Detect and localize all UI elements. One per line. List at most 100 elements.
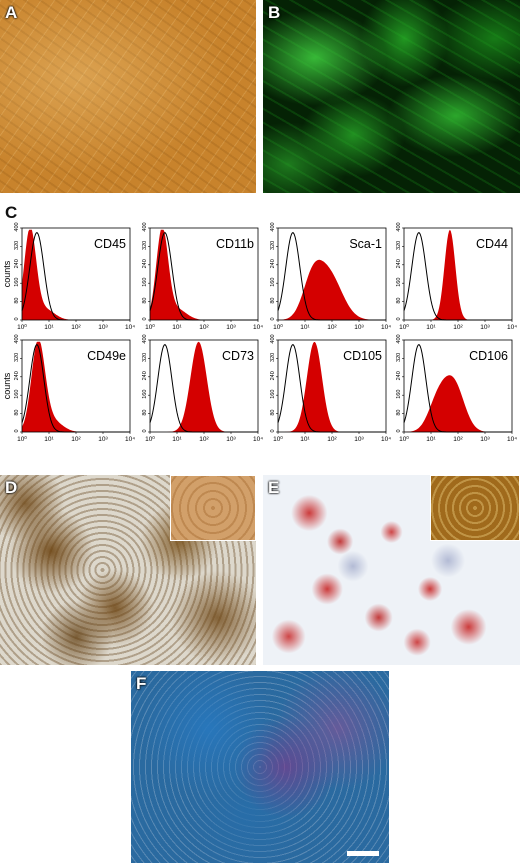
y-tick-label: 160	[142, 278, 148, 287]
y-tick-label: 80	[396, 410, 402, 416]
y-tick-label: 0	[142, 429, 148, 432]
x-tick-label: 10⁴	[253, 324, 263, 331]
x-tick-label: 10¹	[300, 324, 310, 331]
x-tick-label: 10⁰	[399, 435, 409, 443]
panel-f-stained-image: F	[131, 671, 389, 863]
y-tick-label: 320	[270, 241, 276, 250]
x-tick-label: 10³	[226, 436, 236, 443]
y-tick-label: 400	[14, 222, 20, 231]
x-tick-label: 10⁴	[381, 436, 391, 443]
y-axis-label: counts	[2, 372, 12, 399]
x-tick-label: 10⁰	[273, 323, 283, 331]
marker-histogram	[278, 342, 386, 432]
y-tick-label: 320	[396, 241, 402, 250]
histogram-cd73: 0 80 160 240 320 400 10⁰ 10¹ 10² 10³ 10⁴ CD73	[142, 334, 263, 443]
x-tick-label: 10⁴	[253, 436, 263, 443]
y-tick-label: 240	[142, 259, 148, 268]
panel-label-b: B	[268, 3, 281, 22]
marker-label: CD45	[94, 237, 126, 251]
x-tick-label: 10⁰	[145, 323, 155, 331]
panel-b-fluorescence-image: B	[263, 0, 520, 193]
marker-histogram	[404, 375, 512, 432]
marker-label: CD106	[469, 349, 508, 363]
y-axis-label: counts	[2, 260, 12, 287]
marker-label: Sca-1	[349, 237, 382, 251]
x-tick-label: 10³	[98, 436, 108, 443]
scale-bar	[347, 851, 379, 856]
x-tick-label: 10⁴	[507, 436, 517, 443]
x-tick-label: 10³	[480, 324, 490, 331]
y-tick-label: 160	[270, 390, 276, 399]
x-tick-label: 10¹	[44, 436, 54, 443]
marker-histogram	[22, 229, 130, 320]
x-tick-label: 10³	[226, 324, 236, 331]
y-tick-label: 0	[396, 317, 402, 320]
y-tick-label: 160	[396, 390, 402, 399]
marker-label: CD73	[222, 349, 254, 363]
panel-e-stained-image: E	[263, 475, 520, 665]
y-tick-label: 320	[14, 241, 20, 250]
histogram-cd44: 0 80 160 240 320 400 10⁰ 10¹ 10² 10³ 10⁴ CD44	[396, 222, 517, 331]
marker-label: CD44	[476, 237, 508, 251]
x-tick-label: 10⁰	[399, 323, 409, 331]
x-tick-label: 10⁴	[507, 324, 517, 331]
histogram-cd105: 0 80 160 240 320 400 10⁰ 10¹ 10² 10³ 10⁴ CD105	[270, 334, 391, 443]
panel-e-inset-image	[430, 475, 520, 541]
panel-label-e: E	[268, 478, 280, 497]
marker-label: CD105	[343, 349, 382, 363]
x-tick-label: 10⁰	[273, 435, 283, 443]
panel-label-d: D	[5, 478, 18, 497]
y-tick-label: 240	[396, 259, 402, 268]
x-tick-label: 10⁰	[17, 435, 27, 443]
panel-d-inset-image	[170, 475, 256, 541]
x-tick-label: 10¹	[44, 324, 54, 331]
x-tick-label: 10²	[71, 324, 81, 331]
y-tick-label: 320	[396, 353, 402, 362]
x-tick-label: 10¹	[172, 324, 182, 331]
x-tick-label: 10¹	[426, 436, 436, 443]
y-tick-label: 320	[270, 353, 276, 362]
x-tick-label: 10¹	[172, 436, 182, 443]
histogram-grid: 0 80 160 240 320 400 10⁰ 10¹ 10² 10³ 10⁴ CD45 counts…	[2, 222, 517, 443]
y-tick-label: 240	[14, 259, 20, 268]
panel-d-stained-image: D	[0, 475, 256, 665]
histogram-cd49e: 0 80 160 240 320 400 10⁰ 10¹ 10² 10³ 10⁴ CD49e count…	[2, 334, 135, 443]
marker-label: CD49e	[87, 349, 126, 363]
y-tick-label: 240	[270, 259, 276, 268]
y-tick-label: 400	[396, 334, 402, 343]
marker-histogram	[150, 341, 258, 432]
x-tick-label: 10⁴	[125, 324, 135, 331]
panel-c-flow-cytometry: C 0 80 160 240 320 400 10⁰ 10¹ 10² 10³ 10⁴ CD45 coun…	[0, 200, 520, 470]
panel-label-c: C	[5, 203, 18, 222]
marker-histogram	[404, 229, 512, 320]
y-tick-label: 400	[142, 334, 148, 343]
y-tick-label: 240	[270, 371, 276, 380]
x-tick-label: 10²	[199, 324, 209, 331]
x-tick-label: 10⁰	[145, 435, 155, 443]
marker-histogram	[22, 341, 130, 432]
y-tick-label: 400	[270, 222, 276, 231]
marker-label: CD11b	[216, 237, 254, 251]
x-tick-label: 10²	[453, 436, 463, 443]
x-tick-label: 10⁴	[381, 324, 391, 331]
y-tick-label: 80	[270, 298, 276, 304]
y-tick-label: 0	[14, 429, 20, 432]
y-tick-label: 400	[396, 222, 402, 231]
x-tick-label: 10³	[480, 436, 490, 443]
y-tick-label: 0	[14, 317, 20, 320]
x-tick-label: 10⁴	[125, 436, 135, 443]
histogram-cd106: 0 80 160 240 320 400 10⁰ 10¹ 10² 10³ 10⁴ CD106	[396, 334, 517, 443]
histogram-cd11b: 0 80 160 240 320 400 10⁰ 10¹ 10² 10³ 10⁴ CD11b	[142, 222, 263, 331]
y-tick-label: 400	[270, 334, 276, 343]
x-tick-label: 10³	[354, 436, 364, 443]
y-tick-label: 160	[142, 390, 148, 399]
histogram-cd45: 0 80 160 240 320 400 10⁰ 10¹ 10² 10³ 10⁴ CD45 counts	[2, 222, 135, 331]
y-tick-label: 80	[270, 410, 276, 416]
panel-a-phase-contrast-image: A	[0, 0, 256, 193]
x-tick-label: 10²	[327, 436, 337, 443]
y-tick-label: 240	[396, 371, 402, 380]
y-tick-label: 80	[14, 298, 20, 304]
x-tick-label: 10²	[71, 436, 81, 443]
y-tick-label: 80	[396, 298, 402, 304]
y-tick-label: 0	[270, 429, 276, 432]
